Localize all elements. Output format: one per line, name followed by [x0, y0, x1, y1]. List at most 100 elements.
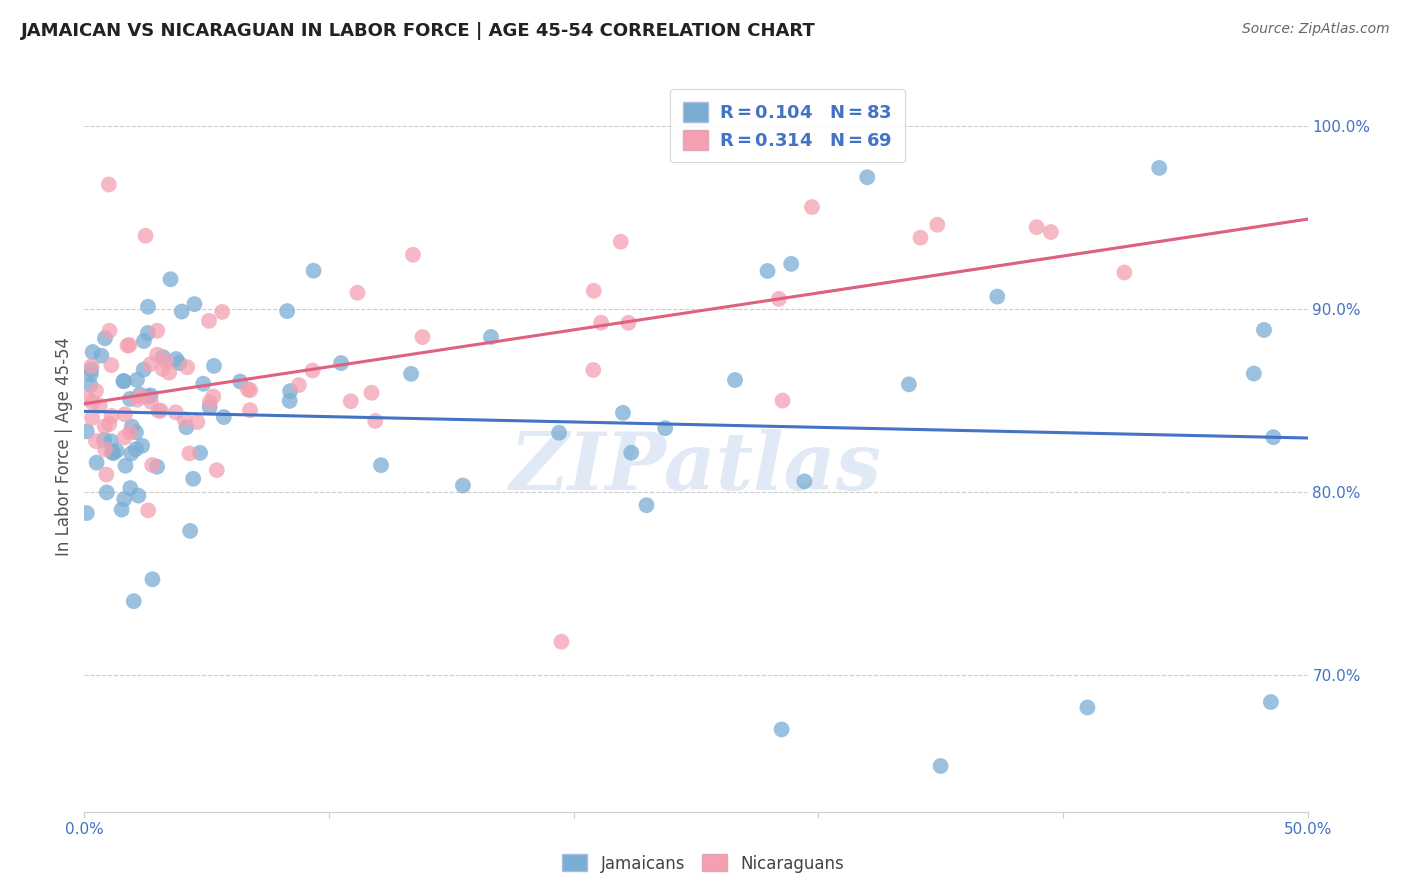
Point [346, 285, 368, 300]
Point [139, 394, 162, 409]
Point [120, 446, 142, 460]
Point [236, 383, 259, 397]
Point [1147, 161, 1170, 175]
Point [801, 200, 824, 214]
Point [76, 392, 98, 406]
Point [188, 446, 211, 460]
Point [768, 292, 790, 306]
Point [897, 377, 920, 392]
Point [105, 443, 128, 458]
Point [97, 178, 120, 192]
Point [399, 367, 422, 381]
Point [181, 472, 204, 486]
Point [152, 362, 174, 376]
Point [120, 481, 142, 495]
Point [617, 316, 640, 330]
Point [117, 338, 139, 352]
Point [76, 425, 98, 439]
Point [179, 524, 201, 538]
Point [620, 446, 643, 460]
Point [451, 478, 474, 492]
Point [148, 404, 170, 418]
Point [84, 384, 107, 398]
Point [479, 330, 502, 344]
Point [112, 374, 135, 388]
Point [157, 366, 180, 380]
Point [370, 458, 392, 472]
Point [402, 248, 425, 262]
Point [229, 375, 252, 389]
Point [93, 419, 115, 434]
Point [929, 759, 952, 773]
Point [139, 357, 162, 371]
Point [1260, 695, 1282, 709]
Point [139, 388, 162, 402]
Text: ZIPatlas: ZIPatlas [510, 429, 882, 507]
Point [301, 363, 323, 377]
Point [1025, 220, 1047, 235]
Point [856, 170, 879, 185]
Point [186, 415, 208, 429]
Point [152, 350, 174, 364]
Point [1114, 265, 1136, 279]
Point [550, 634, 572, 648]
Point [96, 467, 118, 482]
Point [112, 491, 135, 506]
Point [136, 300, 159, 314]
Point [193, 376, 215, 391]
Point [212, 410, 235, 425]
Point [770, 723, 793, 737]
Point [80, 411, 103, 425]
Point [339, 394, 361, 409]
Point [131, 439, 153, 453]
Point [125, 442, 148, 457]
Point [239, 383, 262, 397]
Point [302, 263, 325, 277]
Point [165, 405, 187, 419]
Point [112, 374, 135, 388]
Point [183, 297, 205, 311]
Point [582, 363, 605, 377]
Point [136, 390, 159, 404]
Point [159, 272, 181, 286]
Point [114, 430, 136, 444]
Point [141, 572, 163, 586]
Point [278, 393, 301, 408]
Point [131, 390, 153, 404]
Point [1263, 430, 1285, 444]
Point [80, 359, 103, 374]
Point [79, 377, 101, 392]
Point [202, 359, 225, 373]
Point [278, 384, 301, 399]
Point [927, 218, 949, 232]
Point [121, 419, 143, 434]
Point [114, 458, 136, 473]
Point [1039, 225, 1062, 239]
Point [101, 445, 124, 459]
Point [176, 420, 198, 434]
Point [100, 409, 122, 423]
Point [98, 324, 121, 338]
Point [135, 228, 157, 243]
Legend: Jamaicans, Nicaraguans: Jamaicans, Nicaraguans [555, 847, 851, 880]
Point [276, 304, 298, 318]
Point [100, 434, 122, 449]
Point [127, 489, 149, 503]
Point [76, 506, 98, 520]
Point [1243, 367, 1265, 381]
Point [548, 425, 571, 440]
Point [198, 401, 221, 415]
Point [582, 284, 605, 298]
Point [1253, 323, 1275, 337]
Point [100, 358, 122, 372]
Point [910, 230, 932, 244]
Point [724, 373, 747, 387]
Point [411, 330, 433, 344]
Point [132, 362, 155, 376]
Point [173, 412, 195, 426]
Point [202, 389, 225, 403]
Point [98, 417, 121, 431]
Point [118, 425, 141, 440]
Point [118, 392, 141, 406]
Point [146, 348, 169, 362]
